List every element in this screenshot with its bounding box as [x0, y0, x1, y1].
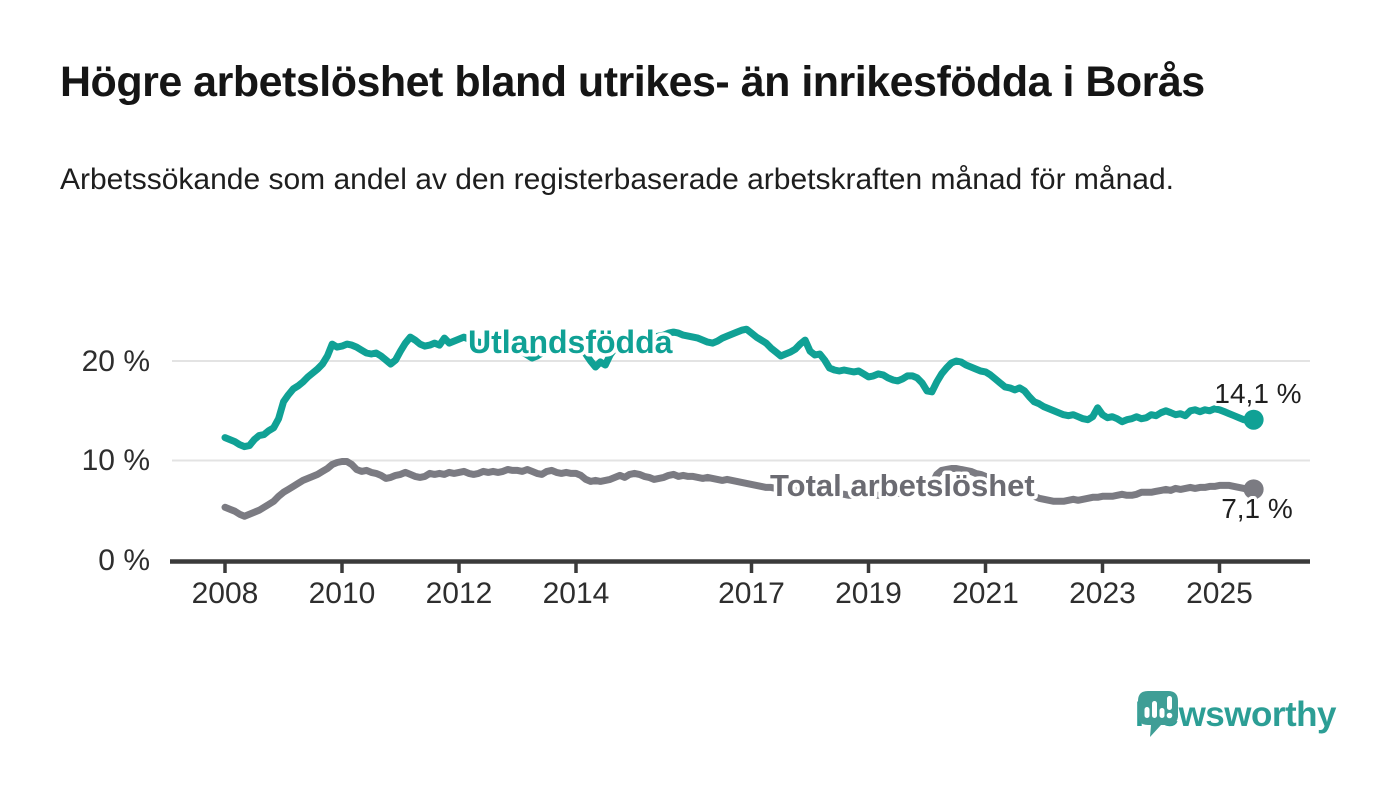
x-tick-label-2019: 2019 — [835, 577, 902, 610]
series-inline-labels: Utlandsfödda Total arbetslöshet 14,1 % 7… — [465, 321, 1305, 528]
x-tick-label-2012: 2012 — [426, 577, 493, 610]
x-tick-label-2025: 2025 — [1186, 577, 1253, 610]
x-axis — [170, 559, 1310, 573]
series-line-1 — [221, 458, 1258, 520]
y-tick-label-0: 0 % — [98, 544, 150, 577]
series-label-utlandsfodda: Utlandsfödda — [468, 324, 673, 360]
bar-2 — [1151, 701, 1157, 718]
newsworthy-brand: Newsworthy — [1135, 684, 1337, 746]
x-tick-label-2008: 2008 — [192, 577, 259, 610]
chart-header: Högre arbetslöshet bland utrikes- än inr… — [60, 58, 1360, 107]
series-end-dot-0 — [1243, 409, 1264, 430]
series-line-0 — [221, 325, 1258, 451]
x-tick-label-2023: 2023 — [1069, 577, 1136, 610]
series-end-dot-1 — [1243, 479, 1264, 500]
y-tick-label-10: 10 % — [82, 444, 150, 477]
speech-bubble-shape — [1137, 691, 1178, 737]
bar-3 — [1159, 708, 1165, 718]
series-label-total-arbetsloshet: Total arbetslöshet — [770, 468, 1035, 503]
end-value-label-utlandsfodda: 14,1 % — [1214, 378, 1301, 409]
bar-1 — [1144, 707, 1150, 718]
page-title: Högre arbetslöshet bland utrikes- än inr… — [60, 58, 1205, 106]
newsworthy-logo-icon — [1137, 691, 1178, 737]
exclamation-bar — [1166, 696, 1172, 710]
chart-subtitle: Arbetssökande som andel av den registerb… — [60, 163, 1174, 196]
y-tick-label-20: 20 % — [82, 345, 150, 378]
x-tick-label-2021: 2021 — [952, 577, 1019, 610]
gridlines — [172, 360, 1310, 462]
x-tick-label-2014: 2014 — [543, 577, 610, 610]
x-axis-tick-labels: 2008 2010 2012 2014 2017 2019 2021 2023 2025 — [192, 577, 1253, 610]
x-tick-label-2010: 2010 — [309, 577, 376, 610]
y-axis-tick-labels: 0 % 10 % 20 % — [82, 345, 150, 577]
series-lines — [221, 325, 1264, 520]
end-value-label-total: 7,1 % — [1221, 493, 1293, 524]
exclamation-dot — [1166, 712, 1173, 719]
x-tick-label-2017: 2017 — [718, 577, 785, 610]
